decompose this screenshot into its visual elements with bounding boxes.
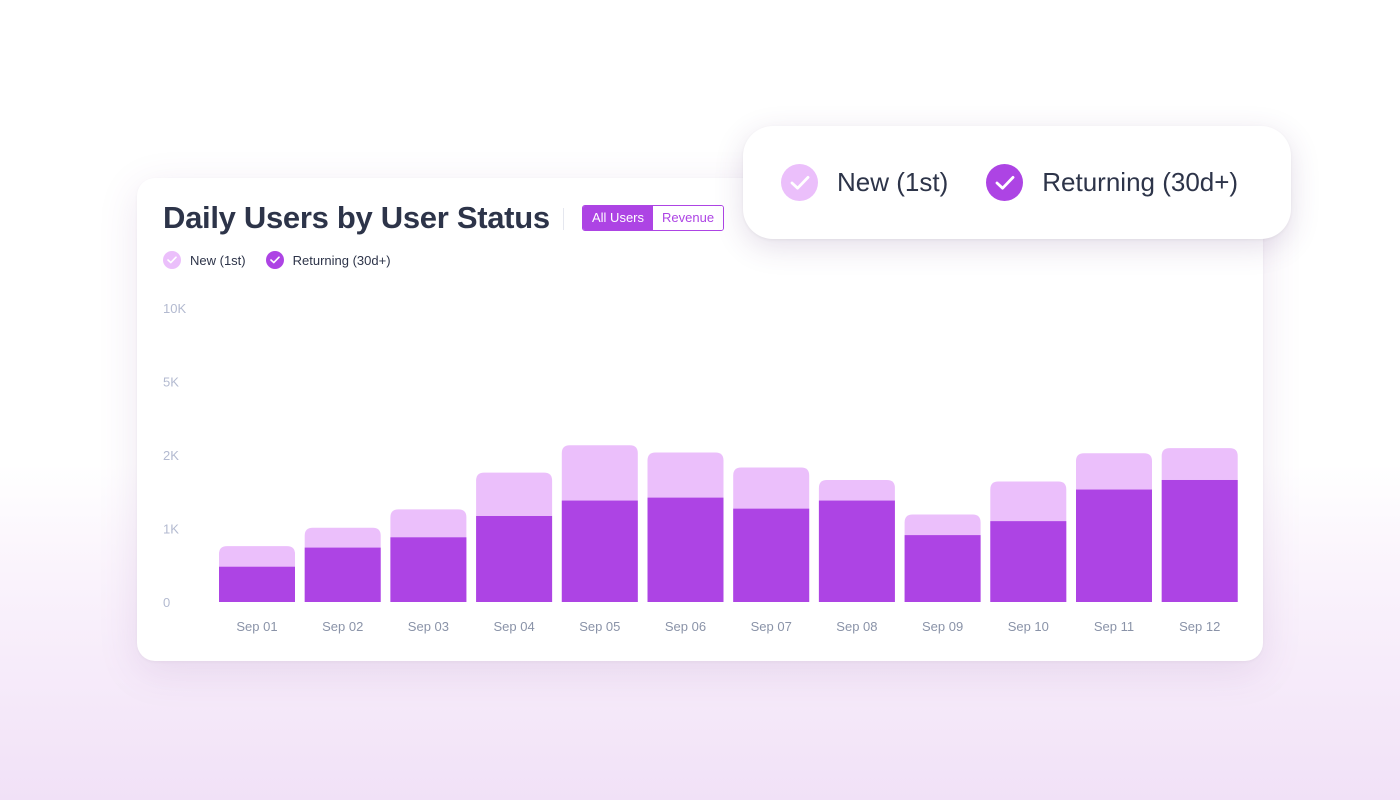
- y-tick-label: 10K: [163, 301, 186, 316]
- check-icon: [986, 164, 1024, 201]
- x-tick-label: Sep 12: [1179, 619, 1220, 634]
- x-tick-label: Sep 09: [922, 619, 963, 634]
- x-tick-label: Sep 11: [1094, 619, 1134, 634]
- y-tick-label: 0: [163, 595, 170, 610]
- x-tick-label: Sep 07: [751, 619, 792, 634]
- y-tick-label: 1K: [163, 522, 179, 537]
- bar-returning-8[interactable]: [818, 500, 895, 602]
- bar-returning-9[interactable]: [904, 535, 981, 602]
- legend-label-returning: Returning (30d+): [292, 252, 391, 268]
- x-tick-label: Sep 01: [236, 619, 277, 634]
- bar-returning-7[interactable]: [733, 508, 810, 602]
- bar-returning-4[interactable]: [476, 516, 553, 602]
- legend-label-new: New (1st): [190, 252, 246, 268]
- legend-item-new[interactable]: New (1st): [163, 251, 246, 269]
- title-divider: [563, 208, 564, 230]
- bar-returning-6[interactable]: [647, 497, 724, 602]
- x-tick-label: Sep 02: [322, 619, 363, 634]
- bar-returning-5[interactable]: [561, 500, 638, 602]
- y-tick-label: 5K: [163, 375, 179, 390]
- x-tick-label: Sep 04: [493, 619, 534, 634]
- check-icon: [781, 164, 818, 201]
- x-tick-label: Sep 03: [408, 619, 449, 634]
- bar-returning-11[interactable]: [1076, 489, 1152, 602]
- popup-legend-item-returning[interactable]: Returning (30d+): [986, 164, 1238, 201]
- toggle-revenue[interactable]: Revenue: [653, 206, 724, 230]
- legend-item-returning[interactable]: Returning (30d+): [265, 251, 391, 269]
- chart-title: Daily Users by User Status: [163, 200, 550, 235]
- bar-returning-12[interactable]: [1161, 479, 1238, 602]
- chart-legend: New (1st) Returning (30d+): [163, 251, 411, 269]
- toggle-all-users[interactable]: All Users: [583, 206, 654, 230]
- stacked-bar-chart: 0 1K 2K 5K 10K Sep 01 Sep 02 Sep 03 Sep 04 Sep 05…: [163, 301, 1238, 634]
- view-toggle: All Users Revenue: [582, 205, 725, 231]
- x-tick-label: Sep 06: [665, 619, 706, 634]
- popup-legend-label-new: New (1st): [837, 167, 949, 197]
- bar-returning-2[interactable]: [304, 547, 381, 602]
- bar-returning-3[interactable]: [390, 537, 467, 602]
- check-icon: [163, 251, 181, 269]
- x-tick-label: Sep 10: [1008, 619, 1049, 634]
- bar-returning-10[interactable]: [990, 521, 1067, 602]
- popup-legend-item-new[interactable]: New (1st): [781, 164, 948, 201]
- y-tick-label: 2K: [163, 448, 179, 463]
- popup-legend-label-returning: Returning (30d+): [1042, 167, 1239, 197]
- bar-returning-1[interactable]: [219, 566, 295, 602]
- x-tick-label: Sep 08: [836, 619, 877, 634]
- x-tick-label: Sep 05: [579, 619, 620, 634]
- chart-card: Daily Users by User Status All Users Rev…: [137, 178, 1263, 661]
- check-icon: [265, 251, 284, 269]
- legend-popup: New (1st) Returning (30d+): [743, 126, 1291, 239]
